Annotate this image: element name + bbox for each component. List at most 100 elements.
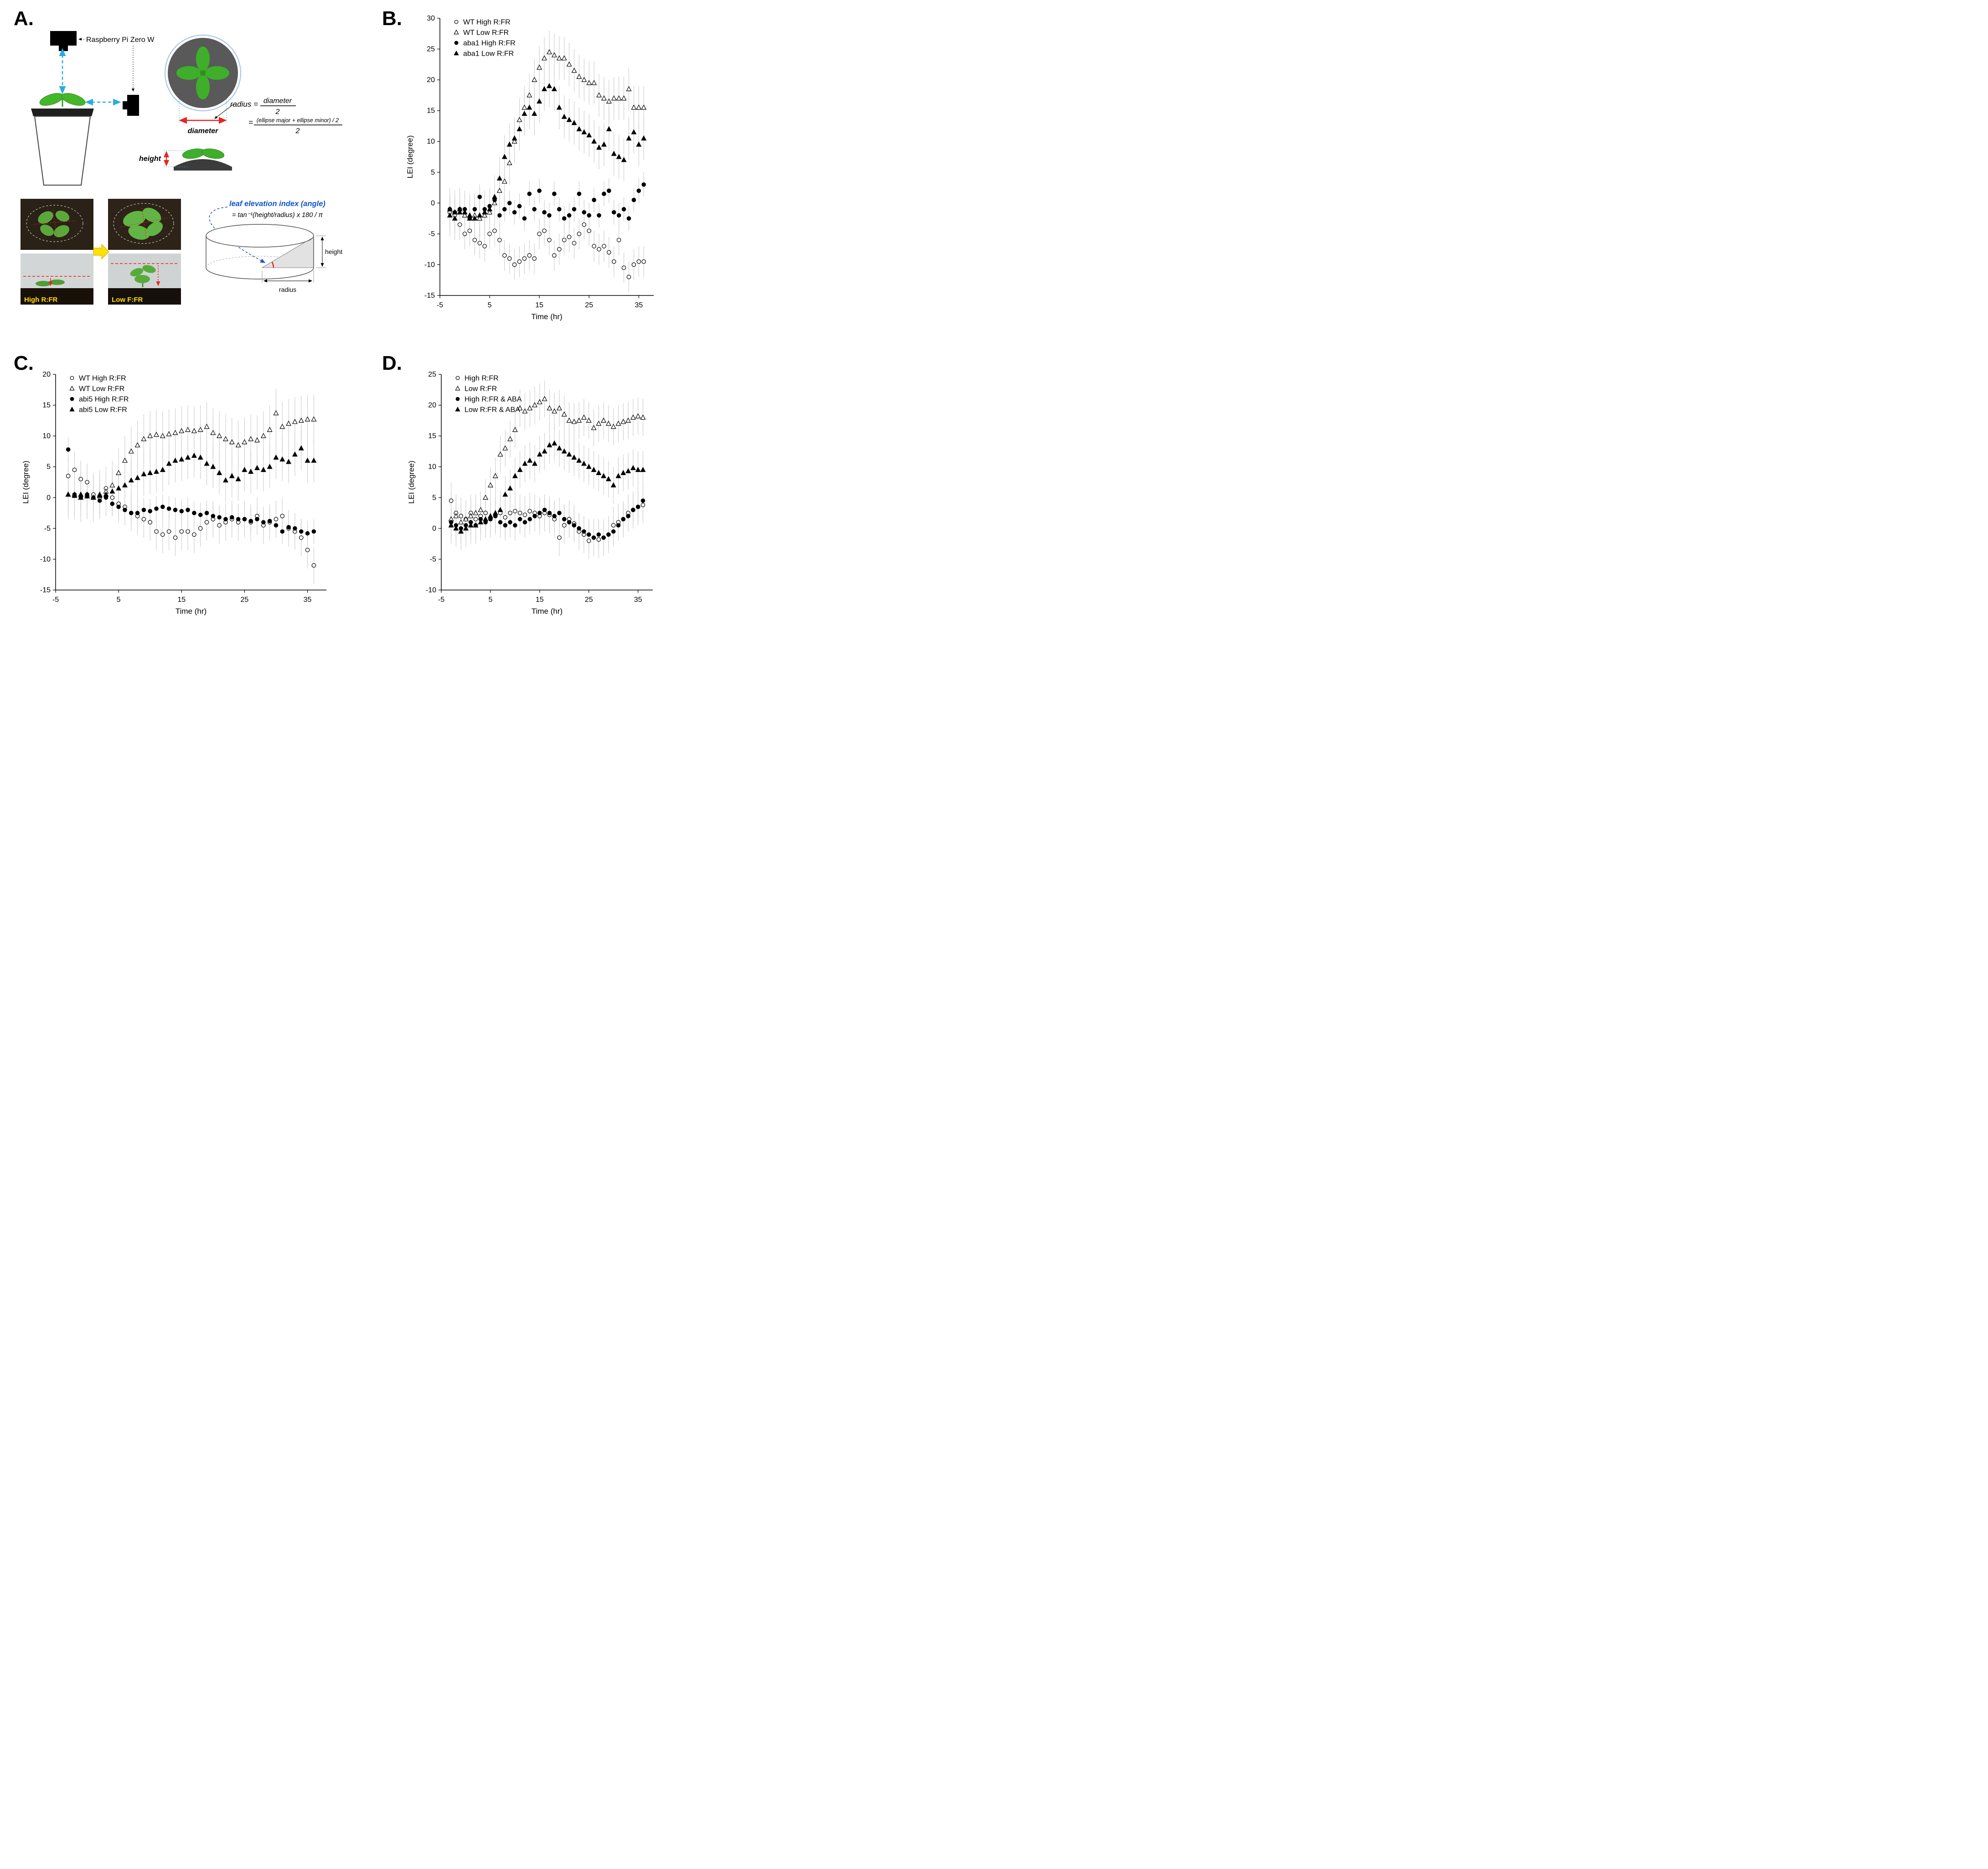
data-point-triangle-open — [532, 402, 538, 408]
data-point-triangle-open — [242, 439, 248, 445]
data-point-circle-open — [459, 514, 463, 518]
data-point-triangle-open — [497, 451, 503, 457]
data-point-triangle-solid — [640, 466, 646, 472]
data-point-triangle-solid — [596, 145, 602, 150]
data-point-circle-solid — [204, 511, 209, 515]
data-point-circle-solid — [611, 210, 616, 215]
data-point-circle-open — [204, 520, 209, 525]
data-point-circle-solid — [626, 514, 630, 518]
data-point-circle-solid — [542, 507, 547, 513]
data-point-triangle-solid — [532, 110, 537, 116]
data-point-circle-solid — [547, 511, 552, 515]
y-tick-label: 5 — [432, 494, 436, 502]
data-point-triangle-solid — [453, 525, 459, 531]
photo-high-label: High R:FR — [24, 296, 57, 304]
data-point-circle-open — [483, 511, 488, 515]
y-axis-title: LEI (degree) — [406, 135, 414, 179]
data-point-circle-solid — [280, 529, 285, 534]
data-point-triangle-open — [154, 431, 160, 437]
data-point-circle-solid — [572, 523, 577, 528]
data-point-circle-solid — [229, 515, 234, 520]
data-point-triangle-open — [229, 439, 235, 445]
legend-label: aba1 High R:FR — [463, 40, 516, 47]
data-point-triangle-solid — [616, 154, 622, 159]
data-point-circle-open — [186, 529, 190, 534]
data-point-triangle-solid — [606, 126, 612, 131]
x-tick-label: -5 — [52, 596, 59, 604]
data-point-circle-solid — [567, 213, 572, 218]
data-point-circle-solid — [532, 514, 537, 518]
data-point-circle-solid — [248, 518, 253, 523]
photo-low-label: Low F:FR — [112, 296, 143, 304]
x-tick-label: 25 — [585, 301, 593, 309]
frac2-numerator: (ellipse major + ellipse minor) / 2 — [257, 117, 339, 124]
data-point-triangle-open — [185, 426, 191, 432]
data-point-circle-solid — [587, 213, 592, 218]
data-point-circle-solid — [542, 210, 547, 215]
data-point-triangle-open — [473, 510, 479, 515]
eq2-prefix: = — [248, 118, 253, 127]
data-point-triangle-open — [235, 442, 241, 448]
data-point-circle-open — [72, 467, 77, 472]
data-point-circle-solid — [192, 511, 196, 515]
data-point-circle-solid — [616, 213, 621, 218]
x-tick-label: -5 — [438, 596, 444, 604]
data-point-circle-solid — [513, 523, 517, 528]
data-point-circle-open — [512, 262, 517, 267]
data-point-circle-solid — [512, 210, 517, 215]
frac2-denominator: 2 — [295, 127, 300, 135]
data-point-circle-open — [192, 532, 196, 537]
data-point-triangle-solid — [462, 209, 468, 215]
pot-icon — [31, 109, 94, 186]
data-point-triangle-open — [537, 64, 542, 70]
data-point-triangle-open — [615, 420, 621, 426]
data-point-circle-solid — [606, 532, 611, 537]
data-point-triangle-open — [507, 436, 513, 441]
data-point-circle-solid — [631, 197, 636, 202]
data-point-triangle-solid — [641, 135, 647, 141]
data-point-circle-solid — [299, 529, 304, 534]
data-point-triangle-solid — [571, 120, 577, 125]
data-point-circle-solid — [621, 517, 626, 522]
data-point-circle-solid — [626, 216, 631, 221]
data-point-triangle-open — [516, 117, 522, 122]
data-point-circle-solid — [621, 207, 626, 212]
data-point-triangle-solid — [610, 482, 616, 487]
data-point-triangle-solid — [511, 135, 517, 141]
data-point-triangle-open — [210, 430, 216, 435]
data-point-triangle-solid — [292, 451, 298, 457]
data-point-triangle-solid — [103, 491, 109, 497]
y-axis-title: LEI (degree) — [21, 461, 30, 504]
data-point-triangle-open — [636, 104, 642, 110]
y-tick-label: 0 — [432, 525, 436, 533]
data-point-triangle-open — [298, 417, 304, 423]
data-point-circle-solid — [602, 192, 606, 196]
data-point-triangle-open — [512, 426, 518, 432]
data-point-triangle-solid — [630, 465, 636, 471]
data-point-circle-open — [547, 238, 552, 243]
data-point-circle-solid — [532, 207, 537, 212]
data-point-triangle-open — [197, 426, 203, 432]
data-point-circle-open — [532, 256, 537, 261]
data-point-circle-solid — [586, 532, 591, 537]
data-point-circle-open — [467, 228, 472, 233]
data-point-circle-open — [477, 241, 482, 245]
data-point-triangle-open — [581, 77, 587, 82]
y-tick-label: 15 — [42, 402, 51, 409]
data-point-circle-open — [154, 529, 159, 534]
data-point-triangle-open — [279, 424, 285, 429]
data-point-circle-solid — [537, 511, 542, 515]
data-point-triangle-open — [522, 408, 528, 414]
data-point-circle-open — [631, 262, 636, 267]
radius-formula: radius = diameter 2 = (ellipse major + e… — [230, 97, 342, 135]
data-point-triangle-open — [172, 430, 178, 435]
cylinder-height-label: height — [325, 248, 342, 255]
data-point-circle-solid — [596, 532, 601, 537]
data-point-triangle-open — [601, 417, 607, 423]
data-point-triangle-solid — [507, 485, 513, 491]
data-point-triangle-solid — [625, 468, 631, 473]
data-point-triangle-solid — [286, 459, 292, 464]
data-points-layer — [65, 410, 317, 568]
radius-pointer-line — [214, 104, 234, 119]
data-point-circle-open — [542, 228, 547, 233]
